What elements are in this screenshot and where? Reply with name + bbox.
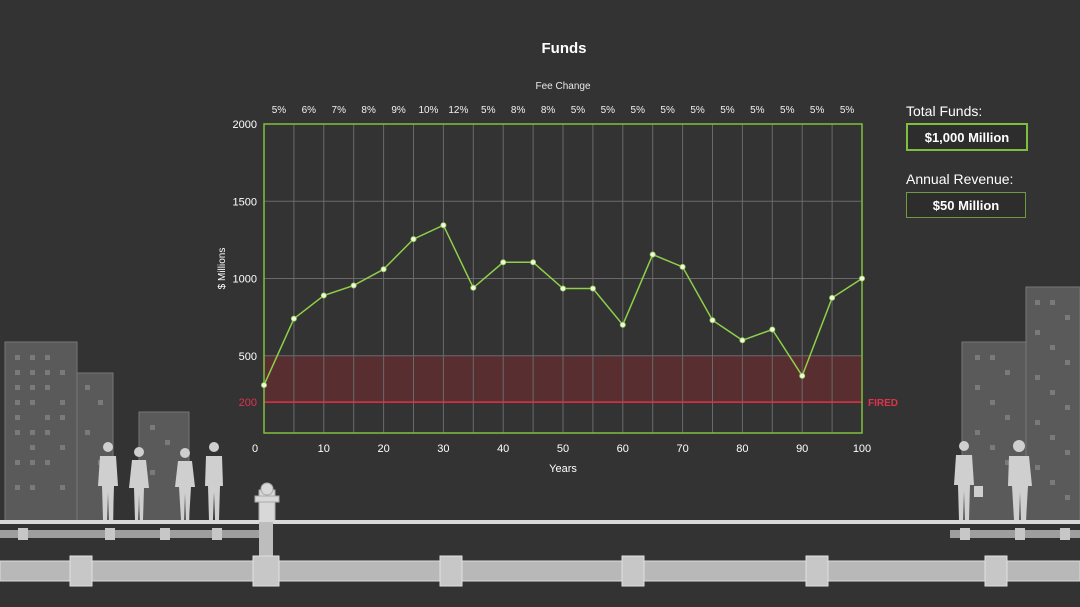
y-tick-label: 1000 xyxy=(233,274,257,286)
data-point xyxy=(619,321,626,328)
data-point xyxy=(320,292,327,299)
data-point xyxy=(679,263,686,270)
fee-change-label: 5% xyxy=(571,105,586,116)
x-tick-label: 20 xyxy=(377,443,389,455)
fire-hydrant-icon xyxy=(254,482,280,523)
fee-change-label: 10% xyxy=(418,105,438,116)
y-tick-label: 500 xyxy=(239,351,257,363)
data-point xyxy=(530,259,537,266)
x-tick-label: 50 xyxy=(557,443,569,455)
people-silhouette-icon xyxy=(98,440,1032,520)
fee-change-label: 5% xyxy=(720,105,735,116)
data-point xyxy=(470,284,477,291)
x-tick-label: 100 xyxy=(853,443,871,455)
x-tick-label: 60 xyxy=(617,443,629,455)
y-tick-label: 200 xyxy=(239,397,257,409)
x-tick-label: 90 xyxy=(796,443,808,455)
fee-change-title: Fee Change xyxy=(535,81,591,92)
data-point xyxy=(799,372,806,379)
building-windows xyxy=(15,300,1070,500)
data-point xyxy=(589,285,596,292)
data-point xyxy=(709,317,716,324)
data-point xyxy=(350,282,357,289)
y-tick-label: 2000 xyxy=(233,119,257,131)
data-point xyxy=(769,326,776,333)
data-point xyxy=(380,266,387,273)
fee-change-label: 5% xyxy=(690,105,705,116)
y-tick-label: 1500 xyxy=(233,196,257,208)
x-tick-label: 10 xyxy=(318,443,330,455)
data-point xyxy=(290,315,297,322)
fee-change-label: 8% xyxy=(511,105,526,116)
data-point xyxy=(859,275,866,282)
fee-change-label: 9% xyxy=(391,105,406,116)
pipeline-icon xyxy=(0,520,1080,587)
fee-change-label: 5% xyxy=(481,105,496,116)
data-point xyxy=(500,259,507,266)
fee-change-label: 6% xyxy=(302,105,317,116)
y-axis-title: $ Millions xyxy=(217,248,228,290)
x-axis-title: Years xyxy=(549,463,577,475)
fee-change-label: 5% xyxy=(840,105,855,116)
data-point xyxy=(829,294,836,301)
x-tick-label: 40 xyxy=(497,443,509,455)
data-point xyxy=(560,285,567,292)
annual-revenue-value: $50 Million xyxy=(906,192,1026,218)
chart-title: Funds xyxy=(541,40,587,57)
total-funds-value: $1,000 Million xyxy=(906,123,1028,151)
total-funds-label: Total Funds: xyxy=(906,103,983,119)
fee-change-label: 5% xyxy=(660,105,675,116)
fee-change-label: 5% xyxy=(601,105,616,116)
fee-change-label: 5% xyxy=(750,105,765,116)
fee-change-label: 7% xyxy=(332,105,347,116)
fee-change-label: 5% xyxy=(272,105,287,116)
fee-change-label: 5% xyxy=(780,105,795,116)
data-point xyxy=(440,222,447,229)
fee-change-label: 8% xyxy=(361,105,376,116)
fee-change-label: 8% xyxy=(541,105,556,116)
fee-change-label: 5% xyxy=(810,105,825,116)
data-point xyxy=(649,251,656,258)
x-tick-label: 70 xyxy=(676,443,688,455)
fired-label: FIRED xyxy=(868,398,898,409)
x-tick-label: 30 xyxy=(437,443,449,455)
x-tick-label: 0 xyxy=(252,443,258,455)
data-point xyxy=(739,337,746,344)
fee-change-label: 12% xyxy=(448,105,468,116)
annual-revenue-label: Annual Revenue: xyxy=(906,171,1014,187)
fee-change-label: 5% xyxy=(631,105,646,116)
data-point xyxy=(410,236,417,243)
x-tick-label: 80 xyxy=(736,443,748,455)
data-point xyxy=(260,382,267,389)
